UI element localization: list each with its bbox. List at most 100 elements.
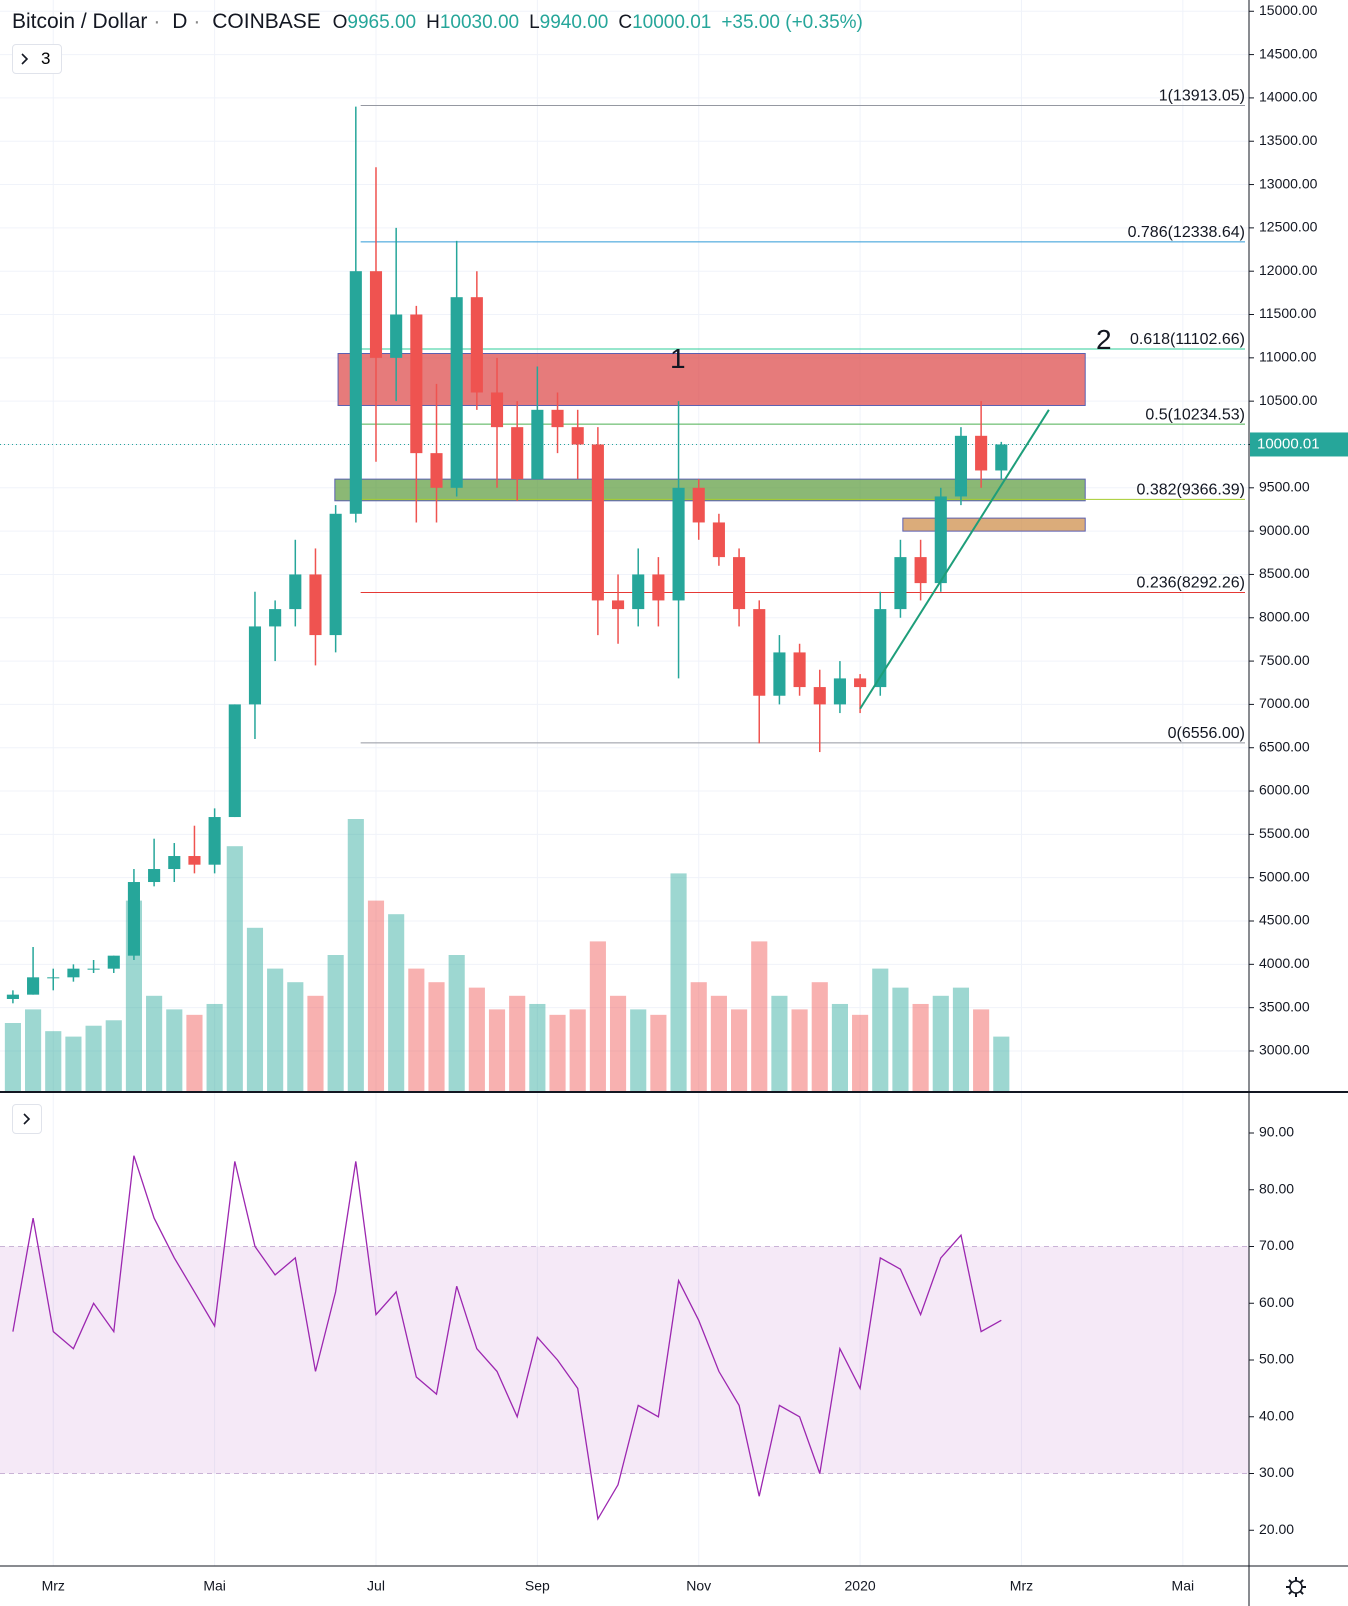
candle-body [712, 522, 725, 558]
volume-bar [791, 1009, 808, 1091]
y-tick-label: 11500.00 [1259, 305, 1317, 321]
settings-icon[interactable] [1286, 1577, 1306, 1597]
volume-bar [932, 995, 949, 1091]
y-tick-label: 6000.00 [1259, 782, 1310, 798]
candle-body [168, 856, 181, 870]
annotation: 2 [1096, 324, 1112, 355]
volume-bar [488, 1009, 506, 1091]
candle-body [470, 297, 483, 393]
candle-body [652, 574, 665, 601]
y-tick-label: 90.00 [1259, 1124, 1294, 1140]
volume-bar [105, 1020, 122, 1091]
x-tick-label: Mrz [1010, 1578, 1033, 1594]
interval: D [172, 10, 188, 33]
y-tick-label: 6500.00 [1259, 738, 1310, 754]
gear-tooth [1288, 1579, 1293, 1584]
change: +35.00 (+0.35%) [721, 12, 863, 33]
volume-bar [4, 1023, 21, 1091]
x-tick-label: Mai [1172, 1578, 1195, 1594]
rsi-band [0, 1246, 1249, 1474]
x-tick-label: Nov [686, 1578, 711, 1594]
annotation: 1 [670, 343, 686, 374]
y-tick-label: 8500.00 [1259, 565, 1310, 581]
volume-bar [831, 1003, 848, 1091]
candle-body [289, 574, 302, 610]
candle-body [87, 968, 100, 970]
volume-bar [226, 846, 243, 1091]
rsi-line [12, 1155, 1002, 1521]
candle-body [188, 856, 201, 865]
y-tick-label: 4000.00 [1259, 955, 1310, 971]
volume-bar [892, 987, 909, 1091]
y-tick-label: 13500.00 [1259, 132, 1318, 148]
candle-body [67, 968, 80, 978]
candle-body [430, 453, 443, 488]
candle-body [571, 427, 584, 445]
volume-bar [731, 1009, 748, 1091]
y-tick-label: 80.00 [1259, 1180, 1294, 1196]
volume-bar [468, 987, 485, 1091]
volume-bar [408, 968, 425, 1091]
volume-bar [811, 982, 828, 1091]
y-tick-label: 5000.00 [1259, 868, 1310, 884]
ohlc-value: 9940.00 [539, 12, 609, 33]
x-tick-label: Mrz [42, 1578, 65, 1594]
volume-bar [852, 1014, 869, 1091]
volume-bar [569, 1009, 586, 1091]
chevron [23, 1113, 31, 1125]
candle-body [490, 392, 504, 428]
y-tick-label: 14500.00 [1259, 45, 1318, 61]
candle-body [27, 977, 40, 995]
volume-bar [347, 819, 364, 1091]
candle-body [833, 678, 846, 705]
symbol-title: Bitcoin / Dollar [12, 10, 148, 33]
candle-body [511, 427, 524, 480]
zone-box [902, 517, 1086, 532]
candle-body [6, 994, 19, 999]
y-tick-label: 50.00 [1259, 1351, 1294, 1367]
symbol-legend: Bitcoin / Dollar · D · COINBASE O9965.00 H1… [12, 10, 879, 34]
candle-body [107, 955, 120, 969]
y-tick-label: 20.00 [1259, 1521, 1294, 1537]
candle-body [591, 444, 604, 601]
volume-bar [428, 982, 445, 1091]
collapse-indicators-button[interactable]: 3 [12, 44, 62, 74]
y-tick-label: 13000.00 [1259, 175, 1318, 191]
candle-body [753, 609, 766, 696]
fib-label: 0.786(12338.64) [1128, 224, 1245, 241]
y-tick-label: 3500.00 [1259, 998, 1310, 1014]
gear-tooth [1288, 1590, 1293, 1595]
x-tick-label: Mai [203, 1578, 226, 1594]
volume-bar [589, 941, 606, 1091]
fib-label: 0.5(10234.53) [1145, 406, 1245, 423]
volume-bar [287, 982, 304, 1091]
candle-body [894, 557, 907, 610]
candle-body [208, 817, 221, 865]
candle-body [611, 600, 625, 610]
volume-bar [973, 1009, 990, 1091]
volume-bar [993, 1036, 1010, 1091]
candle-body [228, 704, 241, 818]
ohlc-label: O [332, 12, 348, 33]
ohlc-label: L [529, 12, 540, 33]
volume-bar [186, 1014, 203, 1091]
volume-bar [65, 1036, 82, 1091]
y-tick-label: 60.00 [1259, 1294, 1294, 1310]
candle-body [369, 271, 383, 358]
x-tick-label: Sep [525, 1578, 550, 1594]
ohlc-value: 9965.00 [347, 12, 417, 33]
ohlc-value: 10030.00 [439, 12, 520, 33]
y-tick-label: 5500.00 [1259, 825, 1310, 841]
candle-body [672, 487, 685, 601]
candle-body [954, 435, 968, 497]
candle-body [874, 609, 887, 688]
candle-body [410, 314, 423, 454]
rsi-expand-button[interactable] [12, 1104, 42, 1134]
volume-bar [751, 941, 768, 1091]
volume-bar [529, 1003, 546, 1091]
volume-bar [872, 968, 889, 1091]
y-tick-label: 12000.00 [1259, 262, 1318, 278]
fib-label: 1(13913.05) [1159, 88, 1245, 105]
y-tick-label: 7500.00 [1259, 652, 1310, 668]
volume-bar [549, 1014, 566, 1091]
